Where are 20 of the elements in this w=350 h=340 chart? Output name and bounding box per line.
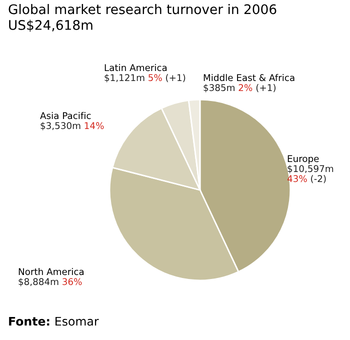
data-label: 43%	[287, 175, 307, 182]
text: $10,597m	[288, 165, 334, 174]
text: (-2)	[311, 175, 326, 184]
slice-label: Asia Pacific	[40, 112, 91, 120]
text: $8,884m	[18, 278, 58, 286]
slice-label: North America	[18, 268, 84, 276]
text: $3,530m	[40, 122, 80, 130]
slice-label: Europe	[288, 155, 319, 164]
slice-label: Latin America	[104, 64, 167, 72]
chart-title: Global market research turnover in 2006 US$24,618m	[8, 4, 276, 32]
data-label: 5%	[148, 74, 162, 82]
text: $385m	[204, 84, 234, 92]
data-label: 36%	[62, 278, 82, 286]
source-note: Fonte: Esomar	[9, 316, 99, 326]
data-label: 2%	[238, 84, 252, 92]
text: (+1)	[166, 74, 186, 82]
text: (+1)	[256, 84, 276, 92]
slice-label: Middle East & Africa	[204, 74, 294, 82]
data-label: 14%	[84, 122, 104, 130]
text: $1,121m	[104, 74, 144, 82]
